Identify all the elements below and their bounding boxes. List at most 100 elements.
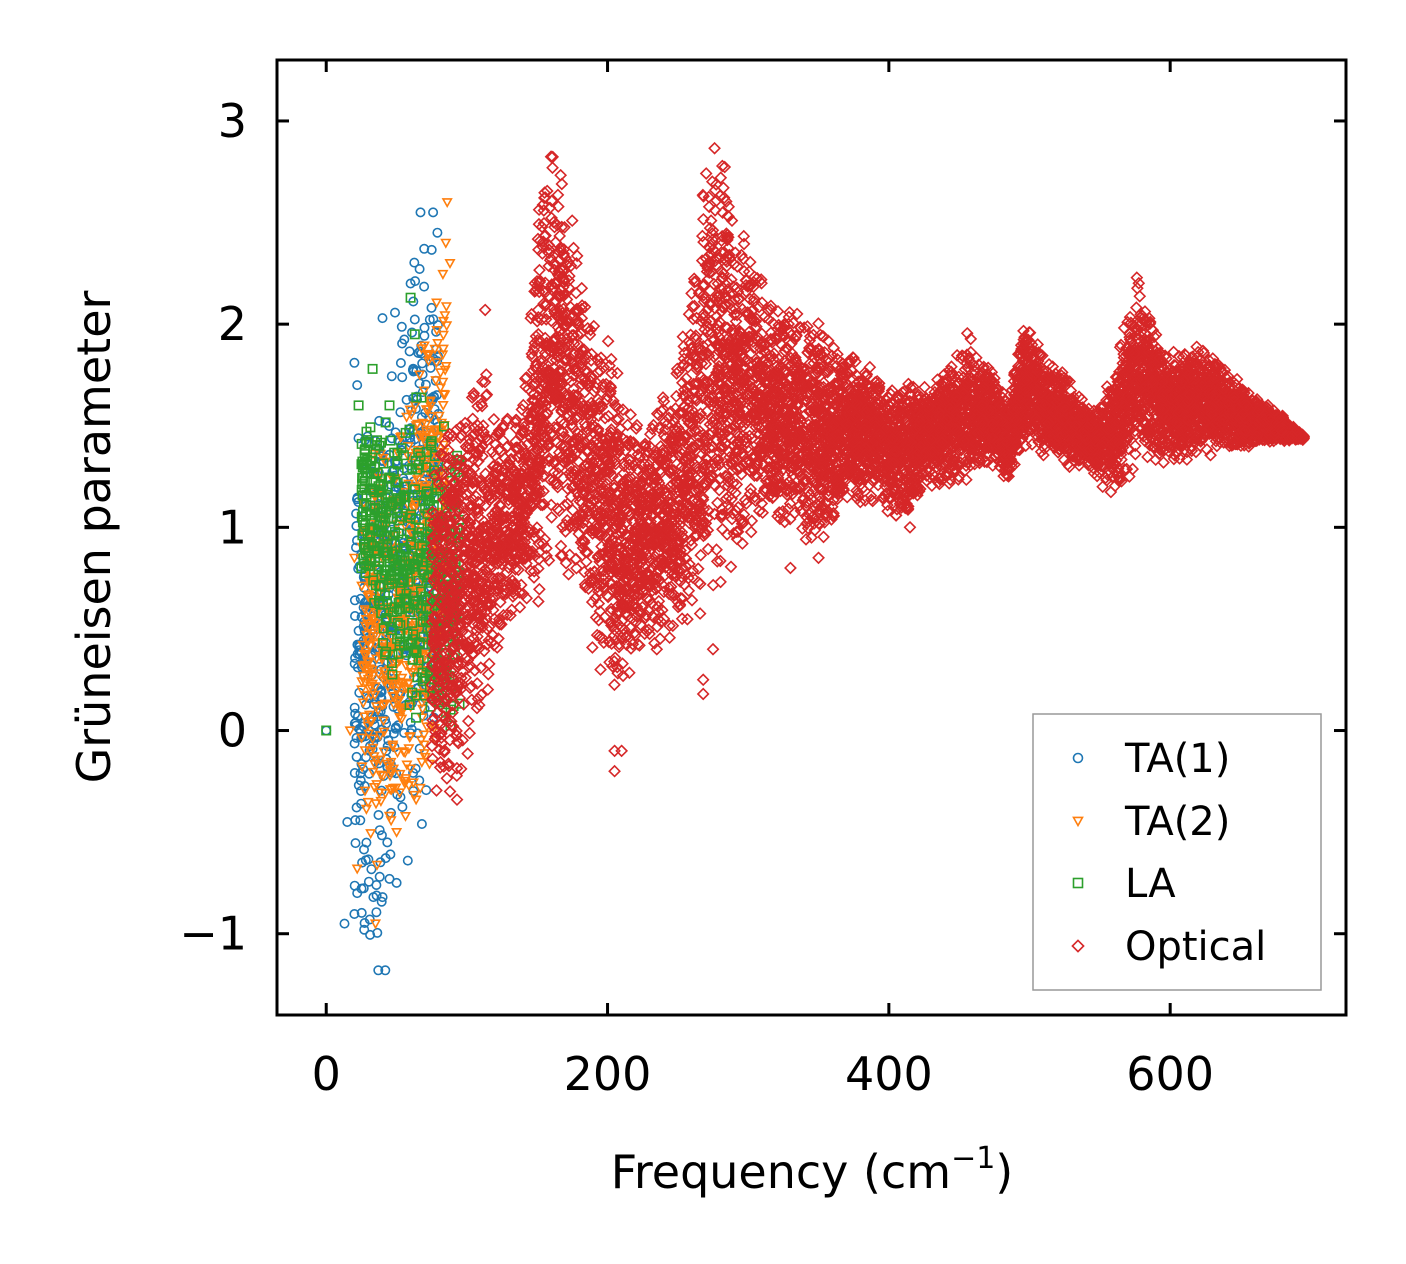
point [418, 386, 430, 397]
point [430, 460, 442, 471]
point [369, 622, 382, 633]
data-points [321, 141, 1311, 976]
point [395, 357, 406, 368]
point [433, 411, 445, 422]
point [367, 743, 379, 754]
point [405, 410, 417, 421]
point [430, 376, 442, 387]
point [708, 141, 721, 155]
point [391, 697, 403, 708]
point [419, 322, 430, 333]
point [401, 760, 413, 771]
point [355, 815, 366, 826]
point [371, 907, 382, 918]
point [418, 740, 430, 751]
point [409, 314, 420, 325]
point [817, 530, 830, 544]
point [379, 670, 391, 681]
point [391, 827, 403, 838]
point [699, 167, 713, 180]
point [411, 475, 423, 486]
point [356, 733, 368, 744]
point [428, 207, 439, 218]
point [403, 479, 415, 490]
point [361, 837, 372, 848]
point [372, 705, 384, 716]
point [388, 664, 400, 675]
point [391, 748, 404, 759]
point [363, 876, 374, 887]
point [402, 855, 413, 866]
point [422, 351, 434, 362]
point [355, 775, 366, 786]
point [601, 334, 615, 348]
point [349, 595, 360, 606]
point [413, 347, 424, 358]
point [379, 699, 391, 710]
point [415, 735, 427, 746]
series-optical [425, 141, 1311, 807]
point [375, 796, 387, 807]
point [396, 714, 408, 725]
point [366, 717, 378, 728]
point [419, 330, 430, 341]
point [361, 665, 374, 676]
point [437, 400, 449, 412]
point [364, 664, 376, 675]
point [565, 214, 579, 228]
point [384, 400, 395, 411]
point [434, 368, 447, 379]
point [391, 877, 402, 888]
point [414, 783, 426, 794]
point [356, 581, 368, 592]
point [382, 682, 394, 693]
point [356, 677, 368, 688]
point [377, 639, 389, 650]
point [418, 341, 430, 352]
point [440, 361, 452, 372]
point [368, 782, 380, 794]
point [365, 929, 376, 940]
point [426, 302, 437, 313]
point [431, 298, 443, 309]
point [399, 748, 411, 759]
point [1132, 276, 1146, 290]
point [376, 830, 387, 841]
point [361, 630, 373, 641]
point [406, 327, 417, 338]
point [364, 741, 375, 752]
point [390, 783, 402, 794]
point [403, 781, 415, 792]
point [362, 592, 374, 603]
point [342, 816, 353, 827]
point [384, 767, 396, 778]
point [359, 651, 372, 662]
point [397, 747, 410, 758]
point [377, 716, 389, 727]
point [351, 864, 363, 875]
point [374, 415, 385, 426]
point [404, 732, 416, 743]
point [369, 682, 381, 693]
point [414, 263, 425, 274]
point [401, 394, 412, 405]
point [422, 649, 434, 660]
point [418, 432, 430, 443]
point [424, 314, 435, 325]
point [376, 896, 387, 907]
point [356, 907, 367, 918]
point [409, 257, 420, 268]
point [353, 400, 364, 411]
point [370, 799, 382, 810]
point [359, 605, 371, 616]
point [415, 207, 426, 218]
point [351, 751, 362, 762]
point [401, 412, 413, 423]
point [379, 788, 391, 800]
point [417, 483, 429, 494]
point [425, 412, 437, 423]
point [362, 606, 374, 617]
point [374, 731, 386, 742]
point [440, 302, 452, 313]
